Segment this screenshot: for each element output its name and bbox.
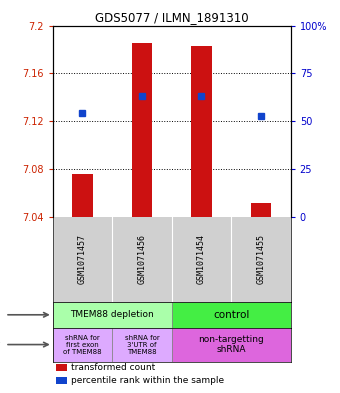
Bar (56, 364, 67, 371)
Text: shRNA for
3'UTR of
TMEM88: shRNA for 3'UTR of TMEM88 (124, 334, 159, 354)
Text: transformed count: transformed count (71, 363, 155, 372)
Title: GDS5077 / ILMN_1891310: GDS5077 / ILMN_1891310 (95, 11, 249, 24)
Text: percentile rank within the sample: percentile rank within the sample (71, 376, 224, 385)
Bar (132, 44, 152, 217)
Text: non-targetting
shRNA: non-targetting shRNA (198, 335, 264, 354)
Bar (53, 302, 172, 327)
Bar (251, 203, 271, 217)
Bar (172, 327, 291, 362)
Text: GSM1071455: GSM1071455 (256, 235, 266, 285)
Bar (53, 327, 112, 362)
Bar (172, 302, 291, 327)
Text: control: control (213, 310, 249, 320)
Bar (72, 174, 93, 217)
Bar (112, 327, 172, 362)
Text: TMEM88 depletion: TMEM88 depletion (70, 310, 154, 319)
Bar (191, 46, 212, 217)
Bar (56, 377, 67, 384)
Text: GSM1071454: GSM1071454 (197, 235, 206, 285)
Text: GSM1071456: GSM1071456 (137, 235, 147, 285)
Text: shRNA for
first exon
of TMEM88: shRNA for first exon of TMEM88 (63, 334, 102, 354)
Text: GSM1071457: GSM1071457 (78, 235, 87, 285)
